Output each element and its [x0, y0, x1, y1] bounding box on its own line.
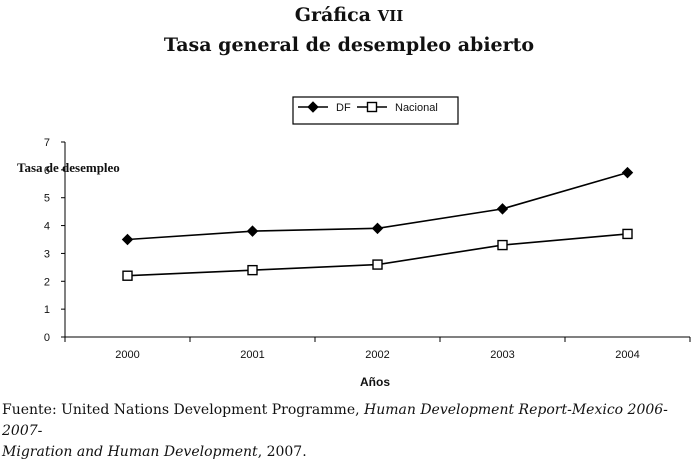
data-point-nacional: [622, 228, 633, 240]
chart-title: Tasa general de desempleo abierto: [163, 34, 535, 56]
data-point-nacional: [122, 270, 133, 281]
data-point-df: [246, 225, 259, 237]
line-chart: 0 1 2 3 4 5 6 7 2000 2001 2002 2003 2004 DF Nacional…: [17, 96, 691, 389]
y-tick-label: 1: [44, 304, 50, 316]
legend-label-df: DF: [336, 102, 351, 114]
series-df: [121, 166, 634, 246]
figure-label: Gráfica VII: [0, 4, 698, 26]
y-axis-ticks: 0 1 2 3 4 5 6 7: [44, 137, 65, 344]
source-note: Fuente: United Nations Development Progr…: [2, 400, 698, 463]
y-tick-label: 0: [44, 332, 50, 344]
x-tick-label: 2004: [615, 349, 639, 361]
y-tick-label: 3: [44, 248, 50, 260]
data-point-nacional: [497, 239, 508, 251]
figure-label-main: Gráfica: [294, 4, 371, 26]
y-tick-label: 4: [44, 221, 50, 233]
data-point-df: [621, 166, 634, 179]
source-report-title: Human Development Report-Mexico 2006-200…: [2, 402, 668, 439]
data-point-df: [371, 222, 384, 235]
y-tick-label: 7: [44, 137, 50, 149]
data-point-nacional: [247, 264, 258, 276]
chart-legend: DF Nacional: [292, 96, 459, 125]
x-axis-label: Años: [360, 375, 390, 389]
chart-axes: [64, 142, 690, 338]
x-axis-ticks: 2000 2001 2002 2003 2004: [64, 337, 691, 361]
data-point-df: [496, 203, 509, 215]
legend-marker-nacional: [366, 101, 378, 113]
source-report-title-cont: Migration and Human Development: [2, 444, 258, 460]
data-point-nacional: [372, 259, 383, 270]
source-suffix: , 2007.: [257, 444, 307, 460]
y-tick-label: 6: [44, 165, 50, 177]
source-prefix: Fuente: United Nations Development Progr…: [2, 402, 365, 418]
series-nacional: [122, 228, 633, 281]
y-axis-label: Tasa de desempleo: [17, 160, 120, 175]
x-tick-label: 2001: [240, 349, 264, 361]
legend-label-nacional: Nacional: [395, 102, 438, 114]
x-tick-label: 2003: [490, 349, 514, 361]
chart-series: [121, 166, 634, 281]
data-point-df: [121, 233, 134, 246]
figure-label-number: VII: [377, 7, 404, 25]
x-tick-label: 2002: [365, 349, 389, 361]
y-tick-label: 5: [44, 193, 50, 205]
y-tick-label: 2: [44, 276, 50, 288]
x-tick-label: 2000: [115, 349, 139, 361]
legend-marker-df: [307, 101, 319, 113]
